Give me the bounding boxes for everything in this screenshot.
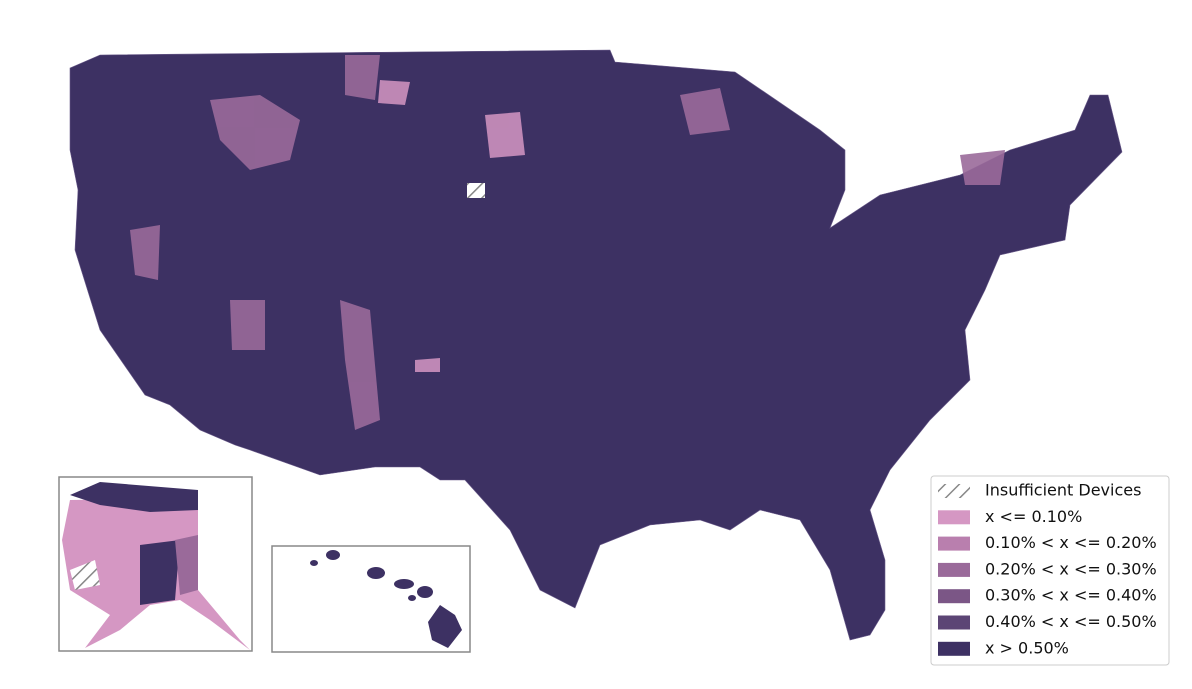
alaska-inset — [58, 476, 253, 652]
contiguous-us — [69, 49, 1123, 641]
legend-swatch — [938, 641, 970, 656]
legend-label: 0.30% < x <= 0.40% — [985, 586, 1157, 605]
legend-swatch — [938, 510, 970, 525]
legend-swatch — [938, 562, 970, 577]
legend-swatch — [938, 484, 970, 498]
legend-label: 0.10% < x <= 0.20% — [985, 533, 1157, 552]
legend-label: x > 0.50% — [985, 638, 1069, 657]
legend-label: Insufficient Devices — [985, 481, 1141, 500]
legend-label: 0.40% < x <= 0.50% — [985, 612, 1157, 631]
legend-frame — [930, 475, 1170, 666]
hawaii-inset — [271, 545, 471, 653]
legend-label: 0.20% < x <= 0.30% — [985, 559, 1157, 578]
legend-label: x <= 0.10% — [985, 507, 1082, 526]
legend: Insufficient Devices x <= 0.10% 0.10% < x … — [930, 475, 1170, 666]
legend-swatch — [938, 536, 970, 551]
legend-swatch — [938, 589, 970, 604]
legend-swatch — [938, 615, 970, 630]
